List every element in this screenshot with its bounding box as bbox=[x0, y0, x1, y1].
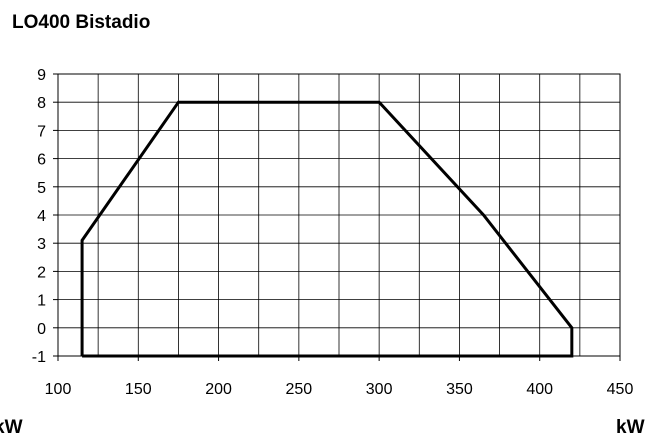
x-unit-label-left: kW bbox=[0, 417, 23, 438]
x-unit-label-right: kW bbox=[616, 417, 645, 438]
working-range-line bbox=[80, 100, 574, 358]
x-tick-label: 100 bbox=[45, 381, 72, 398]
y-tick-label: 4 bbox=[37, 208, 46, 225]
y-tick-label: 8 bbox=[37, 95, 46, 112]
x-tick-label: 200 bbox=[205, 381, 232, 398]
y-tick-label: 5 bbox=[37, 180, 46, 197]
chart-title: LO400 Bistadio bbox=[12, 12, 151, 33]
x-tick-label: 350 bbox=[446, 381, 473, 398]
x-tick-label: 150 bbox=[125, 381, 152, 398]
y-tick-label: 2 bbox=[37, 264, 46, 281]
y-tick-label: 9 bbox=[37, 67, 46, 84]
y-tick-label: 1 bbox=[37, 293, 46, 310]
y-tick-label: -1 bbox=[32, 349, 46, 366]
y-tick-label: 7 bbox=[37, 123, 46, 140]
y-tick-label: 0 bbox=[37, 321, 46, 338]
y-tick-label: 6 bbox=[37, 152, 46, 169]
x-tick-label: 400 bbox=[526, 381, 553, 398]
y-tick-label: 3 bbox=[37, 236, 46, 253]
x-tick-label: 450 bbox=[607, 381, 634, 398]
x-tick-label: 300 bbox=[366, 381, 393, 398]
x-tick-label: 250 bbox=[286, 381, 313, 398]
